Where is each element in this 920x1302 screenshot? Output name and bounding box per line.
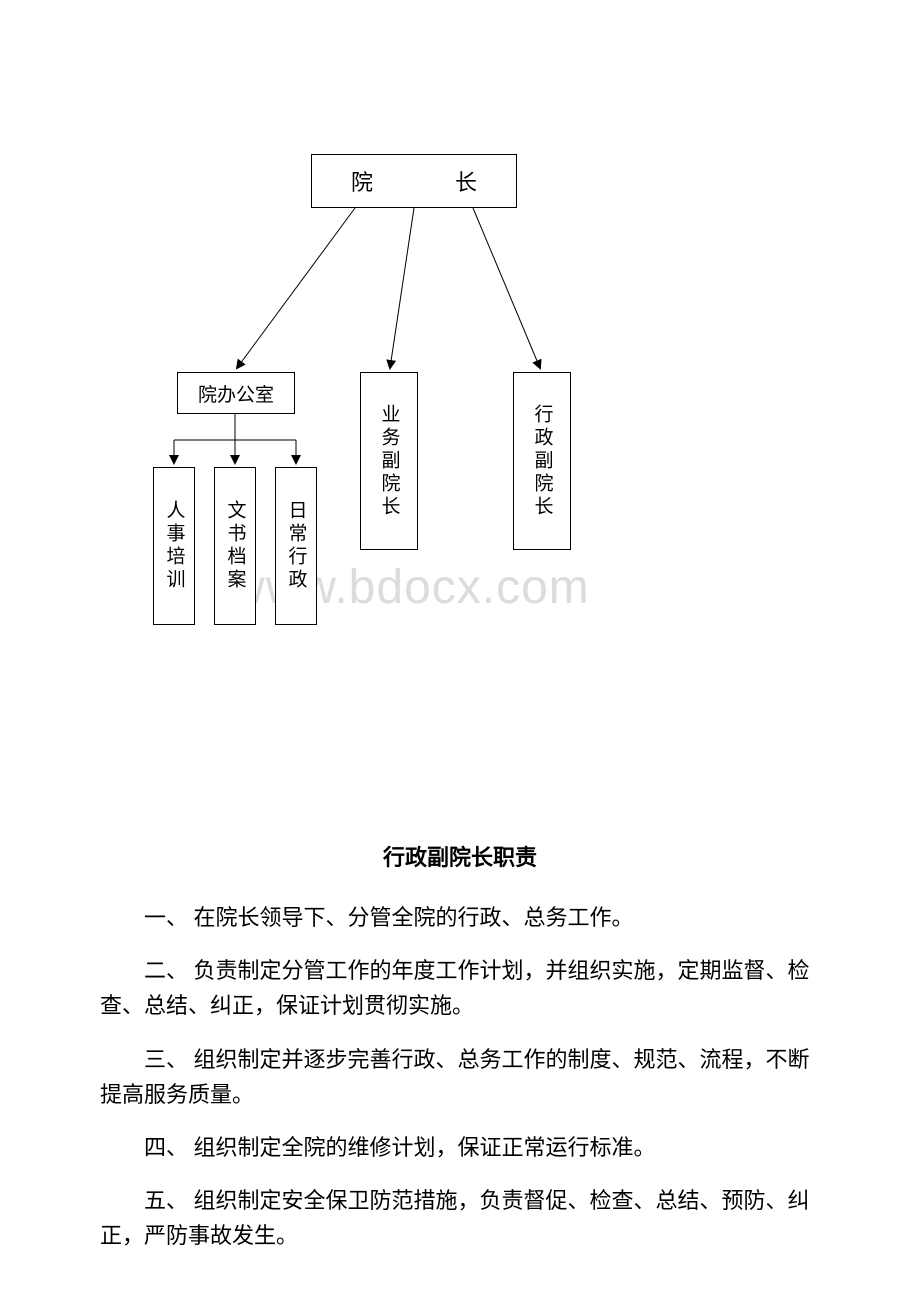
paragraph: 三、 组织制定并逐步完善行政、总务工作的制度、规范、流程，不断提高服务质量。 <box>100 1042 820 1112</box>
node-daily-admin: 日常行政 <box>275 467 317 625</box>
node-archives: 文书档案 <box>214 467 256 625</box>
diagram-arrows <box>0 0 920 660</box>
paragraph: 五、 组织制定安全保卫防范措施，负责督促、检查、总结、预防、纠正，严防事故发生。 <box>100 1183 820 1253</box>
node-hr-training: 人事培训 <box>153 467 195 625</box>
node-office: 院办公室 <box>177 372 295 414</box>
org-chart-diagram: www.bdocx.com 院 长 院办公室 业务副院长 行政副院长 人事培训 … <box>0 0 920 660</box>
node-admin-deputy: 行政副院长 <box>513 372 571 550</box>
paragraph: 一、 在院长领导下、分管全院的行政、总务工作。 <box>100 900 820 935</box>
paragraph: 四、 组织制定全院的维修计划，保证正常运行标准。 <box>100 1130 820 1165</box>
section-title: 行政副院长职责 <box>100 840 820 872</box>
node-director: 院 长 <box>311 154 517 208</box>
paragraph: 二、 负责制定分管工作的年度工作计划，并组织实施，定期监督、检查、总结、纠正，保… <box>100 953 820 1023</box>
document-body: 行政副院长职责 一、 在院长领导下、分管全院的行政、总务工作。 二、 负责制定分… <box>0 840 920 1254</box>
node-business-deputy: 业务副院长 <box>360 372 418 550</box>
